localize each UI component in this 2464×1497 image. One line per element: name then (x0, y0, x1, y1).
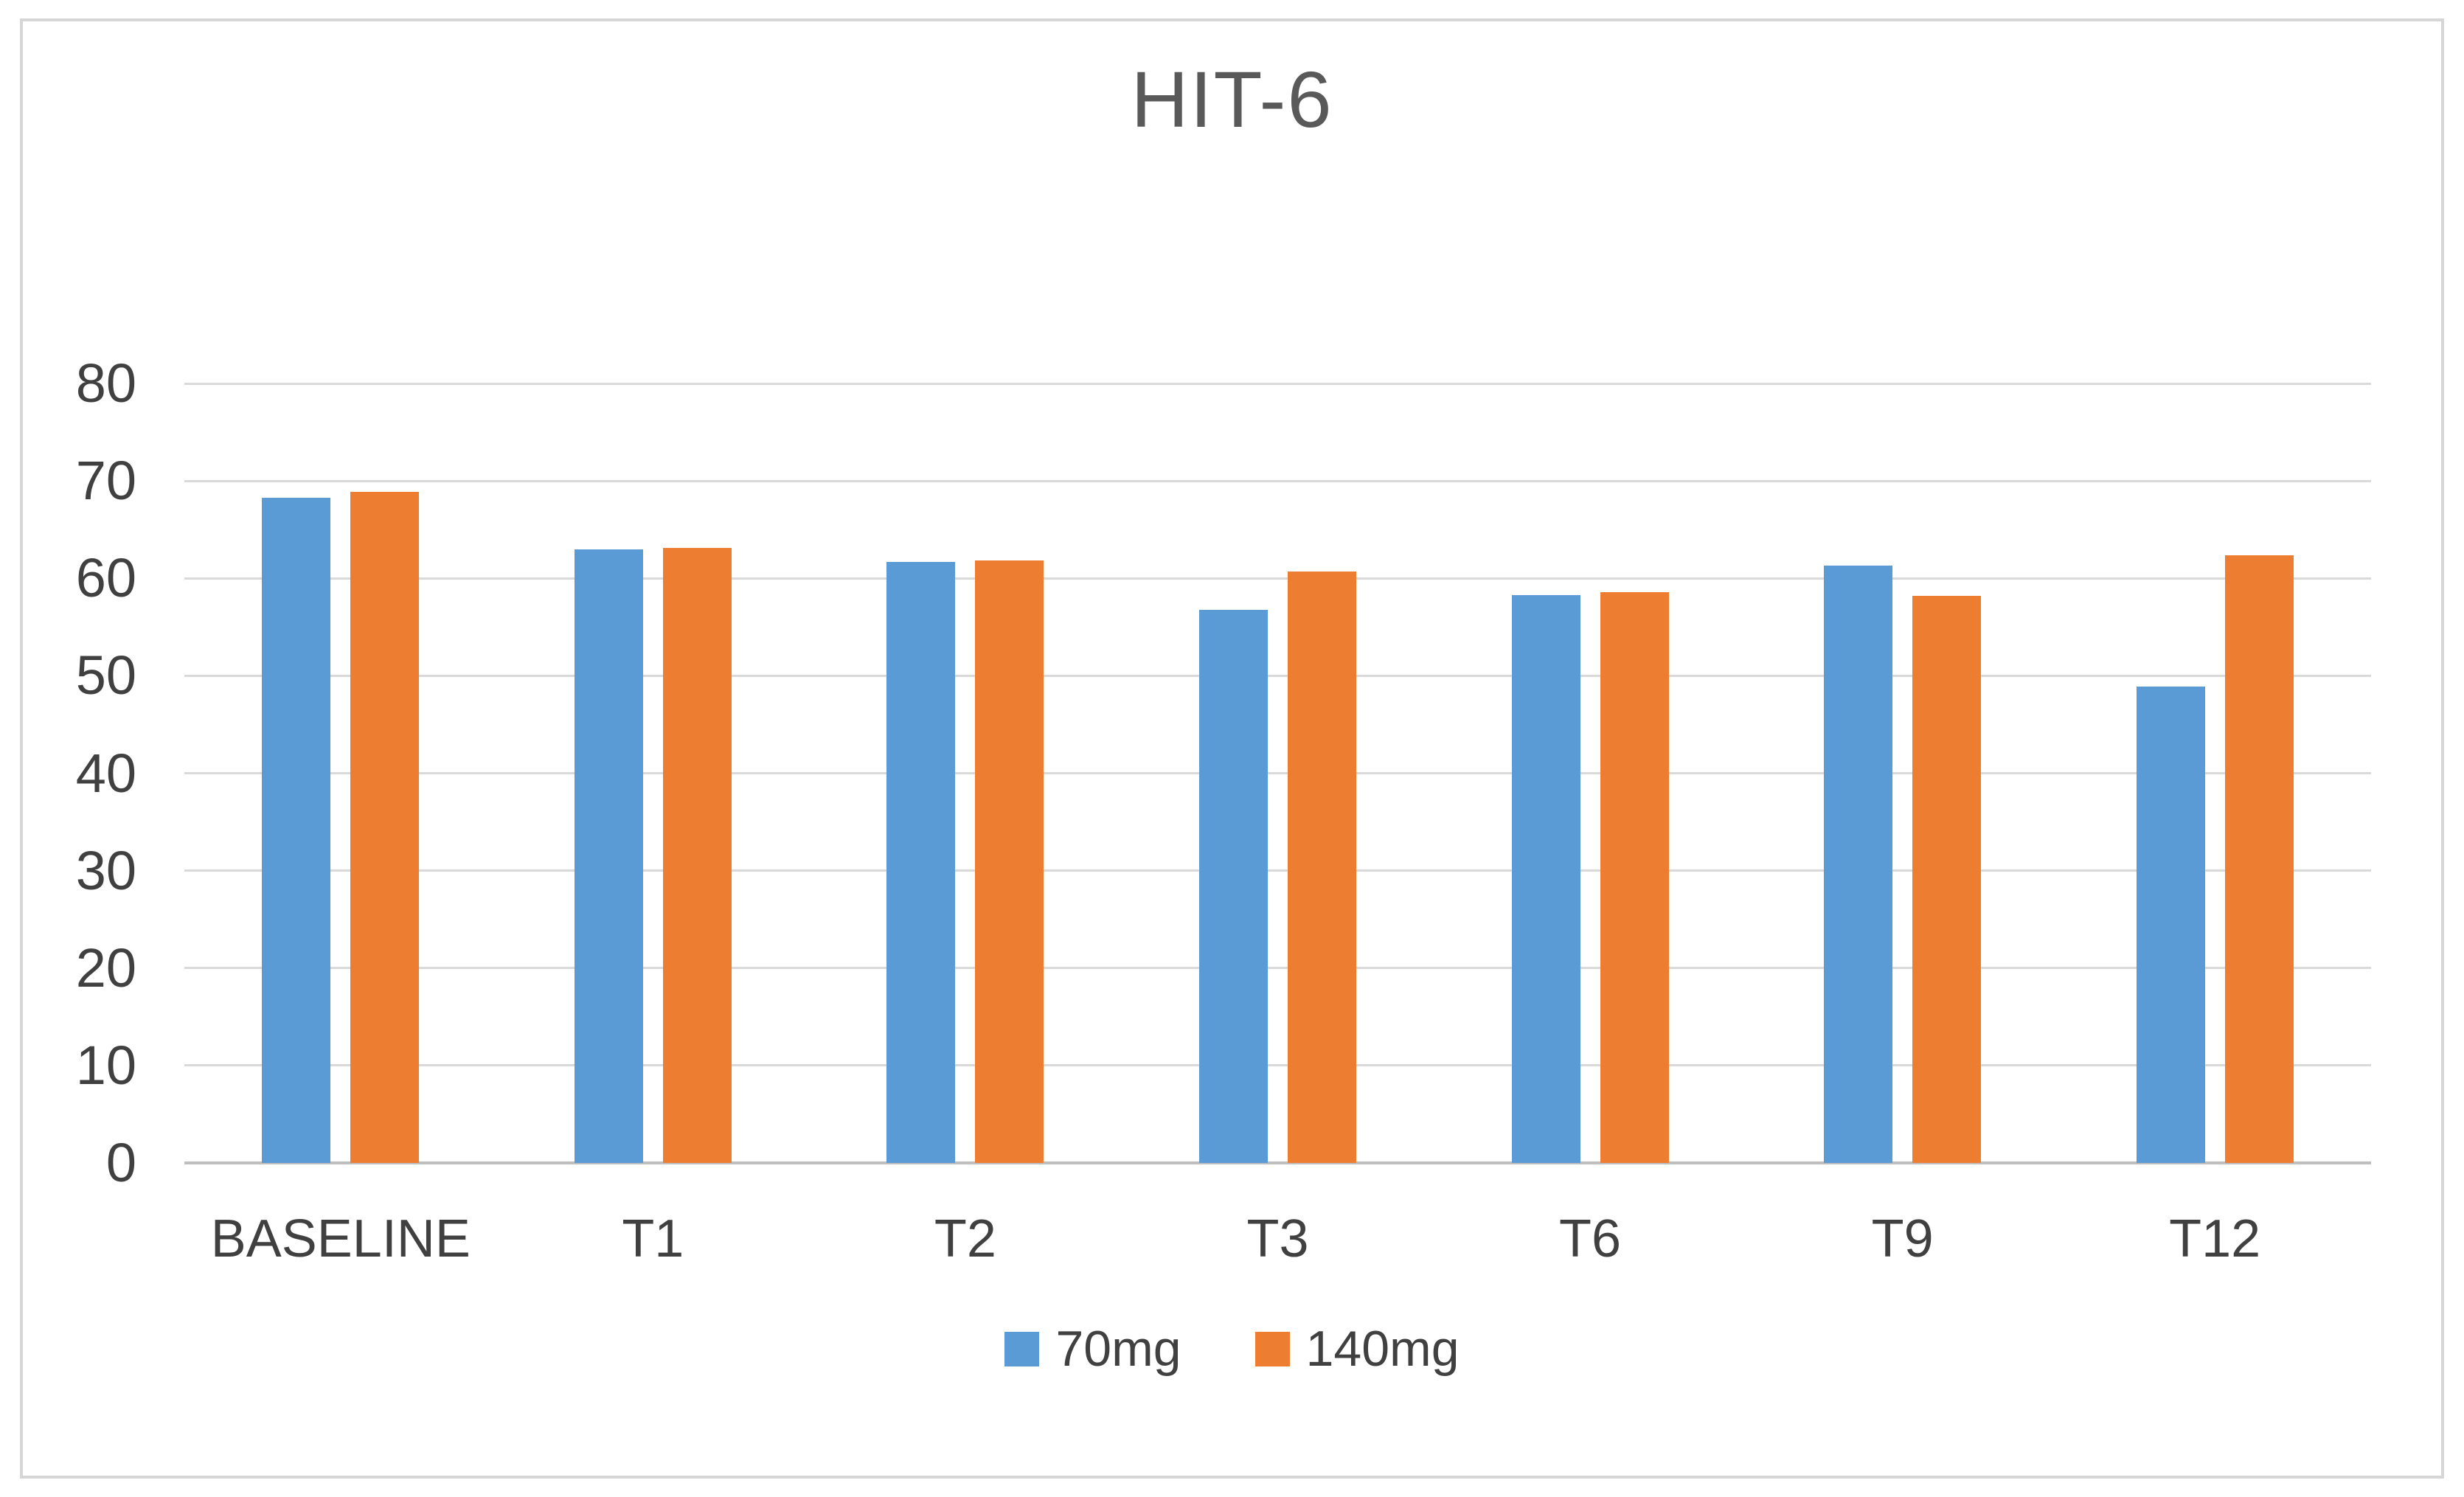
x-tick-label-t12: T12 (2169, 1209, 2261, 1268)
x-tick-label-t6: T6 (1559, 1209, 1622, 1268)
legend-swatch-icon (1004, 1331, 1040, 1366)
x-tick-label-t1: T1 (622, 1209, 684, 1268)
gridline (184, 577, 2371, 580)
gridline (184, 479, 2371, 482)
x-tick-label-t3: T3 (1246, 1209, 1309, 1268)
chart-title: HIT-6 (1131, 55, 1333, 144)
legend: 70mg 140mg (0, 1320, 2464, 1378)
bar-70mg-t12 (2136, 686, 2205, 1163)
legend-item-70mg: 70mg (1004, 1320, 1181, 1378)
y-tick-label: 10 (75, 1034, 136, 1096)
gridline (184, 674, 2371, 677)
bar-140mg-t12 (2224, 555, 2294, 1163)
bar-70mg-t1 (574, 549, 643, 1163)
y-tick-label: 40 (75, 742, 136, 804)
x-axis-line (184, 1161, 2371, 1164)
bar-140mg-t2 (975, 560, 1044, 1163)
y-tick-label: 80 (75, 352, 136, 414)
legend-swatch-icon (1254, 1331, 1290, 1366)
gridline (184, 1064, 2371, 1067)
bar-70mg-baseline (262, 497, 331, 1163)
bar-140mg-t1 (662, 548, 732, 1163)
bar-70mg-t2 (886, 561, 956, 1163)
legend-item-140mg: 140mg (1254, 1320, 1460, 1378)
y-tick-label: 50 (75, 645, 136, 706)
x-tick-label-t9: T9 (1871, 1209, 1934, 1268)
gridline (184, 382, 2371, 385)
bar-140mg-t9 (1912, 596, 1982, 1163)
gridline (184, 772, 2371, 774)
bar-140mg-baseline (350, 491, 420, 1163)
x-tick-label-t2: T2 (934, 1209, 996, 1268)
gridline (184, 869, 2371, 872)
y-tick-label: 20 (75, 937, 136, 998)
y-tick-label: 70 (75, 450, 136, 512)
gridline (184, 967, 2371, 970)
legend-label: 70mg (1055, 1321, 1181, 1377)
plot-area: 0 10 20 30 40 50 60 70 80 BASELINE T1 T2 T3 T6 T9 T12 (76, 352, 2371, 1268)
bar-140mg-t3 (1288, 572, 1356, 1163)
x-tick-label-baseline: BASELINE (210, 1209, 471, 1268)
y-tick-label: 30 (75, 839, 136, 901)
y-tick-label: 60 (75, 547, 136, 609)
bar-70mg-t3 (1199, 609, 1268, 1163)
bar-70mg-t6 (1511, 594, 1580, 1163)
bar-70mg-t9 (1824, 566, 1893, 1163)
bar-140mg-t6 (1600, 591, 1669, 1163)
y-tick-label: 0 (105, 1132, 136, 1193)
legend-label: 140mg (1305, 1321, 1460, 1377)
